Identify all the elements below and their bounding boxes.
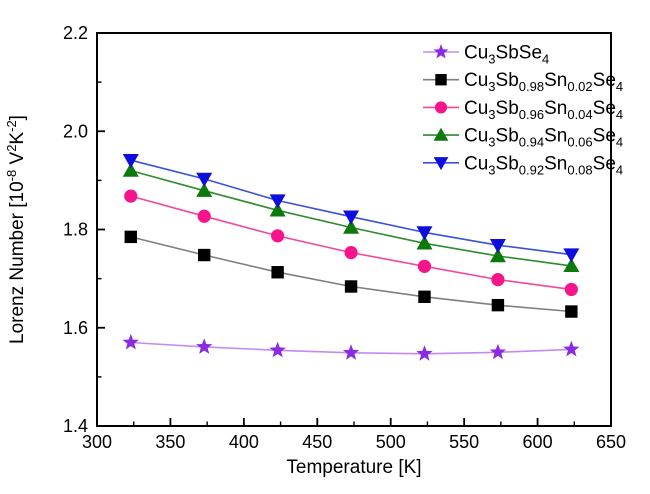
series-sn-0-08 [122, 154, 580, 263]
y-tick-label: 2.2 [63, 23, 88, 43]
data-point-marker-circle [344, 245, 358, 260]
data-point-marker-circle [564, 282, 578, 297]
data-point-marker-square [565, 305, 578, 318]
data-point-marker-star [269, 341, 286, 358]
legend-label-cu3sbse4: Cu3SbSe4 [464, 43, 549, 67]
data-point-marker-circle [197, 209, 211, 223]
plot-frame [96, 32, 612, 427]
y-axis-tick-labels: 1.4 1.6 1.8 2.0 2.2 [63, 23, 88, 436]
x-tick-label: 300 [82, 432, 112, 452]
data-point-marker-triangle-up [489, 248, 506, 263]
legend-label-sn-0-06: Cu3Sb0.94Sn0.06Se4 [464, 126, 623, 150]
x-tick-label: 450 [302, 432, 332, 452]
data-point-marker-triangle-up [343, 219, 360, 234]
x-tick-label: 650 [596, 432, 626, 452]
data-point-marker-square [198, 248, 211, 262]
x-axis-tick-labels: 300 350 400 450 500 550 600 650 [82, 432, 626, 452]
data-point-marker-triangle-up [416, 235, 433, 250]
x-tick-label: 550 [449, 432, 479, 452]
data-point-marker-square [491, 298, 505, 312]
legend-entry-sn-0-02: Cu3Sb0.98Sn0.02Se4 [423, 70, 623, 94]
data-point-marker-triangle-down [489, 239, 506, 254]
data-point-marker-square [435, 73, 447, 86]
legend-entry-sn-0-06: Cu3Sb0.94Sn0.06Se4 [423, 126, 623, 150]
data-point-marker-triangle-down [343, 210, 360, 225]
data-point-marker-star [416, 345, 433, 361]
legend-label-sn-0-02: Cu3Sb0.98Sn0.02Se4 [464, 70, 623, 94]
data-point-marker-circle [124, 189, 138, 203]
data-point-marker-triangle-up [433, 127, 449, 141]
data-point-marker-square [271, 266, 284, 279]
data-point-marker-triangle-down [433, 157, 449, 171]
legend-entry-sn-0-08: Cu3Sb0.92Sn0.08Se4 [423, 153, 623, 177]
series-sn-0-02 [124, 230, 578, 318]
legend-label-sn-0-08: Cu3Sb0.92Sn0.08Se4 [464, 153, 623, 177]
series-cu3sbse4 [122, 333, 580, 361]
data-point-marker-triangle-down [416, 226, 433, 241]
x-tick-label: 600 [523, 432, 553, 452]
y-tick-label: 2.0 [63, 121, 88, 141]
series-sn-0-04 [124, 189, 578, 297]
data-point-marker-star [563, 340, 580, 357]
data-point-marker-triangle-up [563, 257, 580, 273]
data-point-marker-star [122, 333, 139, 350]
data-point-marker-star [433, 44, 449, 59]
x-tick-label: 400 [229, 432, 259, 452]
data-point-marker-square [344, 280, 358, 293]
data-point-marker-triangle-up [269, 202, 286, 217]
data-point-marker-triangle-down [122, 154, 139, 169]
data-point-marker-square [124, 230, 137, 244]
data-point-marker-circle [491, 273, 505, 287]
legend-label-sn-0-04: Cu3Sb0.96Sn0.04Se4 [464, 98, 623, 122]
data-point-marker-star [196, 338, 213, 354]
data-point-marker-star [489, 343, 507, 360]
legend-entry-cu3sbse4: Cu3SbSe4 [423, 43, 549, 67]
data-point-marker-square [418, 290, 431, 304]
series-sn-0-06 [122, 162, 580, 273]
data-point-marker-circle [271, 229, 285, 243]
data-point-marker-triangle-down [563, 248, 580, 263]
x-tick-label: 500 [376, 432, 406, 452]
y-axis-title: Lorenz Number [10-8 V2K-2] [4, 115, 28, 344]
data-point-marker-triangle-up [196, 182, 213, 197]
x-tick-label: 350 [155, 432, 185, 452]
x-axis-title: Temperature [K] [286, 457, 421, 478]
y-tick-label: 1.8 [63, 220, 88, 240]
data-point-marker-triangle-up [122, 162, 139, 177]
data-point-marker-circle [434, 101, 448, 114]
legend: Cu3SbSe4 Cu3Sb0.98Sn0.02Se4 Cu3Sb0.96Sn0.0… [423, 43, 623, 177]
data-point-marker-triangle-down [269, 194, 286, 209]
data-point-marker-star [342, 344, 360, 360]
data-point-marker-circle [417, 259, 432, 273]
y-tick-label: 1.4 [63, 416, 88, 436]
data-point-marker-triangle-down [196, 172, 213, 187]
y-tick-label: 1.6 [63, 318, 88, 338]
legend-entry-sn-0-04: Cu3Sb0.96Sn0.04Se4 [423, 98, 623, 122]
